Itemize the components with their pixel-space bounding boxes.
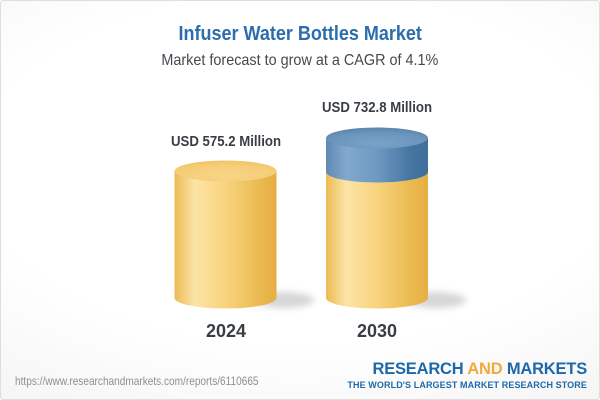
cylinder-2030-body-base bbox=[326, 172, 428, 309]
chart-subtitle-text: Market forecast to grow at a CAGR of 4.1… bbox=[161, 52, 439, 69]
logo-word-markets: MARKETS bbox=[506, 360, 587, 378]
report-url: https://www.researchandmarkets.com/repor… bbox=[15, 374, 259, 388]
logo-word-research: RESEARCH bbox=[372, 360, 464, 378]
chart-title: Infuser Water Bottles Market bbox=[1, 24, 599, 44]
cylinder-2024 bbox=[174, 160, 314, 309]
chart-title-text: Infuser Water Bottles Market bbox=[178, 23, 422, 45]
chart-subtitle: Market forecast to grow at a CAGR of 4.1… bbox=[1, 52, 599, 70]
logo-word-and: AND bbox=[467, 360, 503, 378]
cylinder-2024-body bbox=[174, 171, 277, 309]
value-label-2030: USD 732.8 Million bbox=[321, 99, 433, 116]
cylinder-2030 bbox=[326, 127, 466, 309]
value-label-2024: USD 575.2 Million bbox=[170, 133, 282, 150]
logo-tagline: THE WORLD'S LARGEST MARKET RESEARCH STOR… bbox=[347, 380, 587, 390]
year-label-2024: 2024 bbox=[205, 321, 247, 341]
cylinder-2024-top bbox=[174, 160, 277, 182]
cylinder-2030-growth-band bbox=[326, 138, 428, 183]
research-and-markets-logo: RESEARCH AND MARKETS THE WORLD'S LARGEST… bbox=[347, 360, 587, 391]
cylinder-2030-top bbox=[326, 127, 428, 149]
logo-wordmark: RESEARCH AND MARKETS bbox=[347, 360, 587, 379]
year-label-2030: 2030 bbox=[356, 321, 398, 341]
